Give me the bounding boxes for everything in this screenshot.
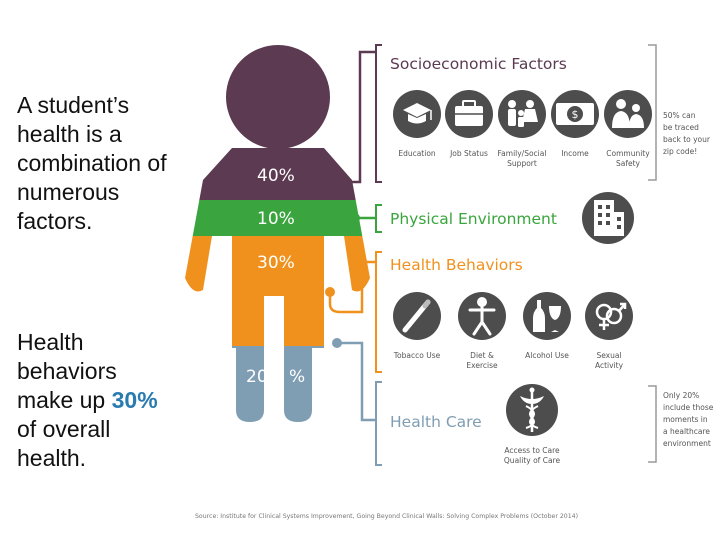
label-income: Income	[561, 149, 589, 158]
note-socio-line3: back to your	[663, 135, 711, 144]
label-community-line2: Safety	[616, 159, 641, 168]
note-bracket-care	[648, 385, 657, 463]
note-socio-line1: 50% can	[663, 111, 696, 120]
label-diet-exercise-line2: Exercise	[466, 361, 498, 370]
caduceus-icon	[506, 384, 558, 436]
bracket-socioeconomic	[375, 44, 382, 183]
label-family-social-line2: Support	[507, 159, 537, 168]
svg-text:$: $	[572, 108, 579, 121]
percent-physical: 10%	[257, 209, 295, 229]
label-quality-of-care: Quality of Care	[504, 456, 561, 465]
label-access-to-care: Access to Care	[504, 446, 560, 455]
money-icon: $	[551, 90, 599, 138]
sexual-activity-icon	[585, 292, 633, 340]
note-bracket-socio	[648, 44, 657, 181]
category-care: Health Care	[390, 413, 482, 431]
connector-socioeconomic	[330, 50, 376, 187]
label-diet-exercise: Diet &	[470, 351, 494, 360]
connector-behaviors	[325, 260, 376, 314]
bracket-physical	[375, 204, 382, 233]
category-behaviors: Health Behaviors	[390, 256, 523, 274]
note-socio-line4: zip code!	[663, 147, 697, 156]
building-icon	[582, 192, 634, 244]
graduation-cap-icon	[393, 90, 441, 138]
behaviors-percent-highlight: 30%	[111, 387, 158, 413]
intro-text: A student’s health is a combination of n…	[17, 92, 167, 234]
note-care-line4: a healthcare	[663, 427, 710, 436]
percent-socioeconomic: 40%	[257, 166, 295, 186]
note-care-line1: Only 20%	[663, 391, 699, 400]
behaviors-text-post: of overall health.	[17, 416, 111, 471]
bracket-care	[375, 381, 382, 466]
family-icon	[498, 90, 546, 138]
behaviors-text: Health behaviors make up 30% of overall …	[17, 328, 177, 473]
band-physical	[185, 200, 370, 236]
diet-exercise-icon	[458, 292, 506, 340]
note-care-line5: environment	[663, 439, 711, 448]
source-credit: Source: Institute for Clinical Systems I…	[195, 513, 578, 520]
behaviors-text-pre: Health behaviors make up	[17, 329, 117, 413]
connector-care	[332, 338, 376, 422]
label-sexual-activity-line2: Activity	[595, 361, 624, 370]
label-community: Community	[606, 149, 650, 158]
cigarette-icon	[393, 292, 441, 340]
community-icon	[604, 90, 652, 138]
percent-care-number: 20	[246, 367, 268, 387]
label-tobacco-use: Tobacco Use	[393, 351, 441, 360]
briefcase-icon	[445, 90, 493, 138]
note-care-line3: moments in	[663, 415, 708, 424]
connector-physical	[350, 213, 376, 223]
category-physical: Physical Environment	[390, 210, 557, 228]
category-socioeconomic: Socioeconomic Factors	[390, 55, 567, 73]
note-socio-line2: be traced	[663, 123, 699, 132]
label-alcohol-use: Alcohol Use	[525, 351, 569, 360]
label-education: Education	[398, 149, 436, 158]
note-care-line2: include those	[663, 403, 714, 412]
alcohol-icon	[523, 292, 571, 340]
label-job-status: Job Status	[449, 149, 488, 158]
label-sexual-activity: Sexual	[596, 351, 621, 360]
percent-care-sign: %	[289, 367, 305, 387]
bracket-behaviors	[375, 251, 382, 373]
percent-behaviors: 30%	[257, 253, 295, 273]
label-family-social: Family/Social	[498, 149, 547, 158]
leg-gap	[264, 296, 284, 426]
